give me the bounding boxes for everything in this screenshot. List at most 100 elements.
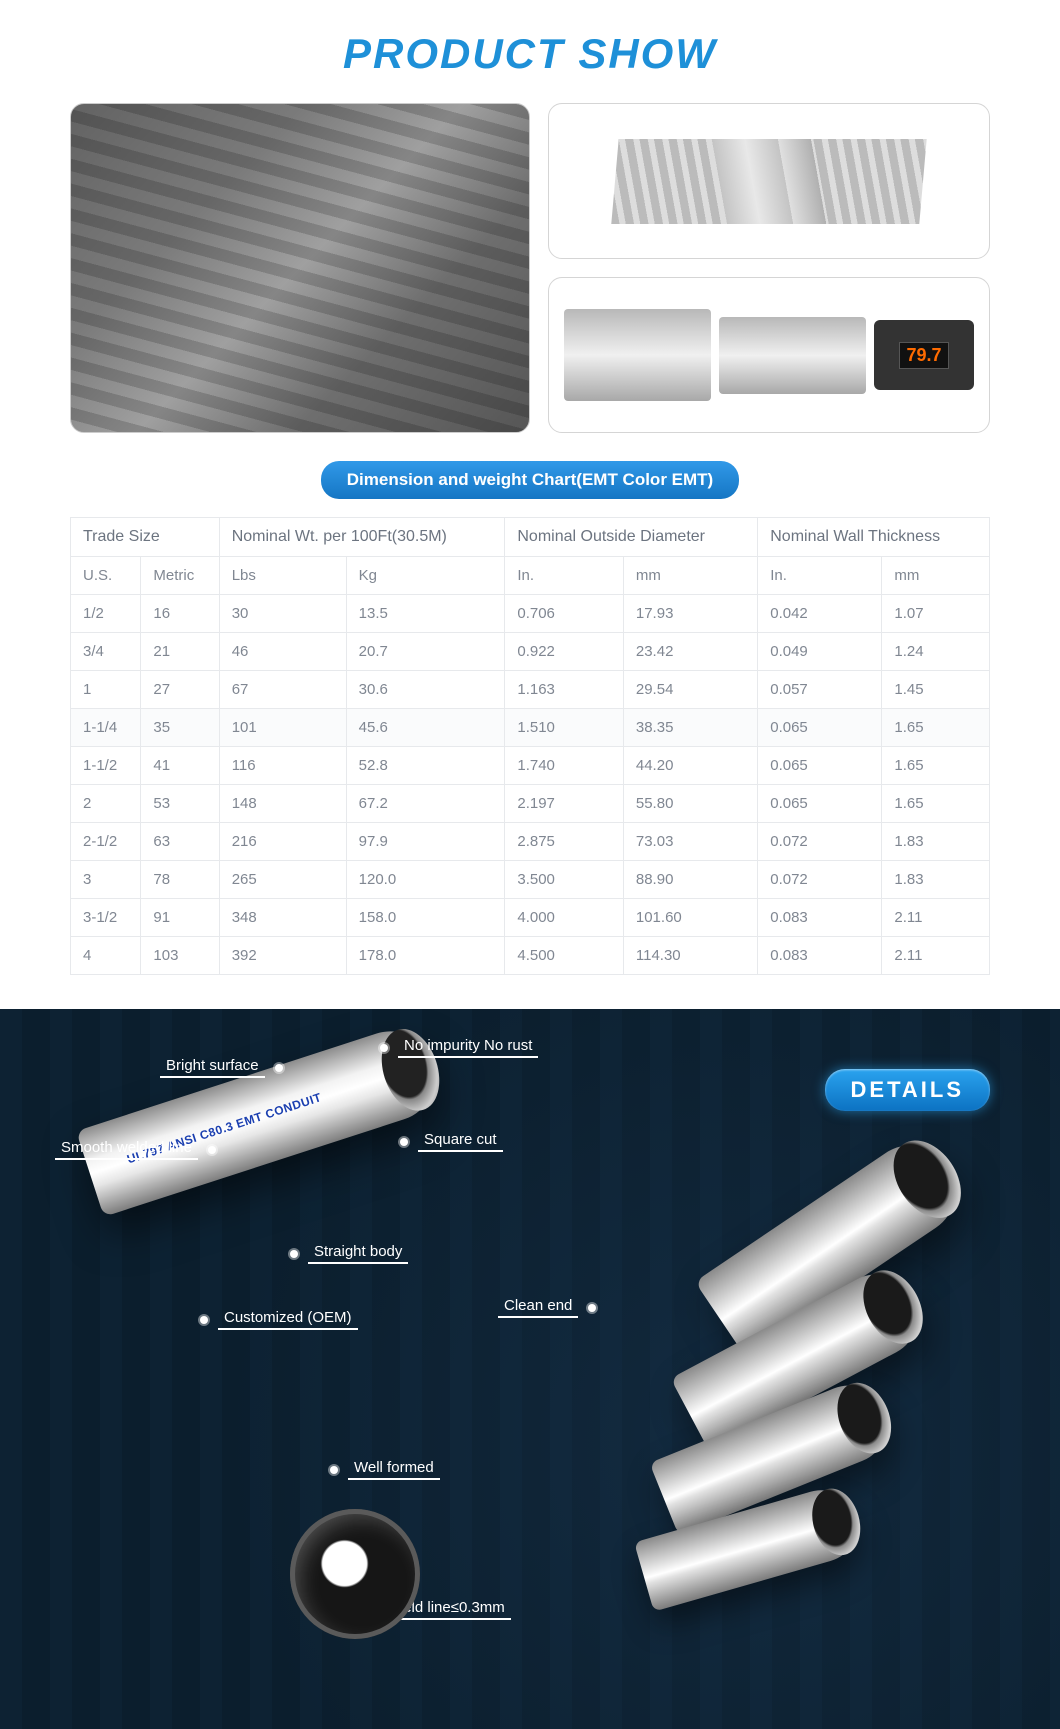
callout-smooth-weld: Smooth welded line: [55, 1139, 216, 1160]
th-sub: Kg: [346, 557, 505, 595]
callout-no-impurity: No impurity No rust: [380, 1037, 538, 1058]
th-nominal-od: Nominal Outside Diameter: [505, 518, 758, 557]
table-cell: 2.197: [505, 785, 624, 823]
callout-dot-icon: [290, 1250, 298, 1258]
table-cell: 3: [71, 861, 141, 899]
pipes-graphic: [611, 139, 926, 224]
table-cell: 0.065: [758, 747, 882, 785]
table-cell: 158.0: [346, 899, 505, 937]
table-cell: 45.6: [346, 709, 505, 747]
th-sub: In.: [758, 557, 882, 595]
table-cell: 1.65: [882, 785, 990, 823]
table-cell: 52.8: [346, 747, 505, 785]
table-cell: 0.072: [758, 861, 882, 899]
table-cell: 4.500: [505, 937, 624, 975]
th-sub: U.S.: [71, 557, 141, 595]
table-sub-header: U.S.MetricLbsKgIn.mmIn.mm: [71, 557, 990, 595]
table-cell: 3-1/2: [71, 899, 141, 937]
table-cell: 35: [141, 709, 219, 747]
details-panel: DETAILS UL797 ANSI C80.3 EMT CONDUIT Bri…: [0, 1009, 1060, 1729]
table-cell: 0.057: [758, 671, 882, 709]
callout-text: Well formed: [348, 1459, 440, 1480]
th-sub: mm: [623, 557, 757, 595]
table-cell: 348: [219, 899, 346, 937]
table-cell: 0.083: [758, 937, 882, 975]
table-cell: 4: [71, 937, 141, 975]
table-cell: 91: [141, 899, 219, 937]
table-cell: 3/4: [71, 633, 141, 671]
callout-well-formed: Well formed: [330, 1459, 440, 1480]
callout-bright-surface: Bright surface: [160, 1057, 283, 1078]
callout-dot-icon: [275, 1064, 283, 1072]
callout-text: No impurity No rust: [398, 1037, 538, 1058]
gallery-thumb-2: [548, 277, 990, 433]
table-cell: 23.42: [623, 633, 757, 671]
table-cell: 1.510: [505, 709, 624, 747]
table-cell: 97.9: [346, 823, 505, 861]
th-nominal-wall: Nominal Wall Thickness: [758, 518, 990, 557]
table-cell: 114.30: [623, 937, 757, 975]
gallery-main-image: [70, 103, 530, 433]
table-cell: 101.60: [623, 899, 757, 937]
table-cell: 392: [219, 937, 346, 975]
table-cell: 2: [71, 785, 141, 823]
table-cell: 0.922: [505, 633, 624, 671]
callout-dot-icon: [380, 1044, 388, 1052]
table-cell: 0.065: [758, 785, 882, 823]
table-row: 1276730.61.16329.540.0571.45: [71, 671, 990, 709]
table-cell: 20.7: [346, 633, 505, 671]
table-cell: 38.35: [623, 709, 757, 747]
table-cell: 178.0: [346, 937, 505, 975]
page-title: PRODUCT SHOW: [0, 0, 1060, 103]
th-trade-size: Trade Size: [71, 518, 220, 557]
table-cell: 13.5: [346, 595, 505, 633]
th-sub: Metric: [141, 557, 219, 595]
th-sub: mm: [882, 557, 990, 595]
table-group-header: Trade Size Nominal Wt. per 100Ft(30.5M) …: [71, 518, 990, 557]
table-row: 378265120.03.50088.900.0721.83: [71, 861, 990, 899]
table-cell: 30: [219, 595, 346, 633]
table-cell: 0.049: [758, 633, 882, 671]
table-cell: 21: [141, 633, 219, 671]
table-cell: 67.2: [346, 785, 505, 823]
table-cell: 73.03: [623, 823, 757, 861]
callout-dot-icon: [330, 1466, 338, 1474]
callout-dot-icon: [400, 1138, 408, 1146]
callout-straight-body: Straight body: [290, 1243, 408, 1264]
table-cell: 2.875: [505, 823, 624, 861]
table-cell: 148: [219, 785, 346, 823]
table-row: 1-1/24111652.81.74044.200.0651.65: [71, 747, 990, 785]
table-cell: 0.083: [758, 899, 882, 937]
product-gallery: [0, 103, 1060, 433]
table-cell: 63: [141, 823, 219, 861]
table-cell: 53: [141, 785, 219, 823]
details-badge: DETAILS: [825, 1069, 990, 1111]
table-cell: 0.072: [758, 823, 882, 861]
table-cell: 44.20: [623, 747, 757, 785]
table-cell: 0.706: [505, 595, 624, 633]
table-cell: 2-1/2: [71, 823, 141, 861]
thickness-meter-graphic: [874, 320, 974, 390]
table-cell: 216: [219, 823, 346, 861]
callout-dot-icon: [588, 1304, 596, 1312]
th-sub: Lbs: [219, 557, 346, 595]
table-row: 3/4214620.70.92223.420.0491.24: [71, 633, 990, 671]
callout-text: Straight body: [308, 1243, 408, 1264]
table-cell: 2.11: [882, 937, 990, 975]
th-sub: In.: [505, 557, 624, 595]
table-cell: 78: [141, 861, 219, 899]
table-row: 2-1/26321697.92.87573.030.0721.83: [71, 823, 990, 861]
callout-clean-end: Clean end: [498, 1297, 596, 1318]
table-row: 4103392178.04.500114.300.0832.11: [71, 937, 990, 975]
table-row: 25314867.22.19755.800.0651.65: [71, 785, 990, 823]
table-cell: 0.042: [758, 595, 882, 633]
callout-square-cut: Square cut: [400, 1131, 503, 1152]
spec-table: Trade Size Nominal Wt. per 100Ft(30.5M) …: [70, 517, 990, 975]
table-row: 3-1/291348158.04.000101.600.0832.11: [71, 899, 990, 937]
table-cell: 17.93: [623, 595, 757, 633]
gallery-thumb-1: [548, 103, 990, 259]
table-cell: 103: [141, 937, 219, 975]
table-cell: 1-1/4: [71, 709, 141, 747]
table-cell: 1.83: [882, 823, 990, 861]
table-cell: 1-1/2: [71, 747, 141, 785]
